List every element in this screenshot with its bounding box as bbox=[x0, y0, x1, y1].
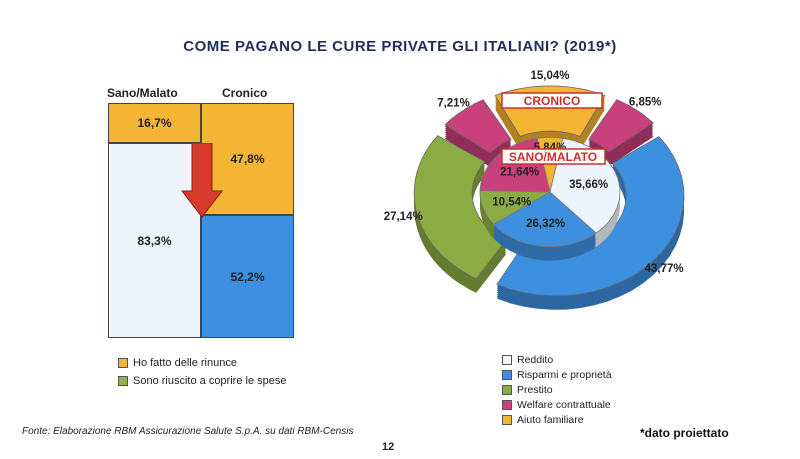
legend-swatch bbox=[502, 400, 512, 410]
legend-swatch bbox=[502, 385, 512, 395]
mosaic-value-label: 16,7% bbox=[137, 116, 172, 130]
legend-label: Welfare contrattuale bbox=[517, 399, 611, 411]
mosaic-col-label-sano: Sano/Malato bbox=[107, 86, 178, 100]
legend-item-coprire: Sono riuscito a coprire le spese bbox=[118, 375, 286, 387]
mosaic-cell-cronico-coprire: 52,2% bbox=[201, 215, 294, 338]
ring-label-cronico: CRONICO bbox=[501, 92, 603, 109]
outer-ring-slice bbox=[588, 99, 654, 153]
inner-slice-label: 35,66% bbox=[569, 179, 608, 191]
mosaic-cell-sano-coprire: 83,3% bbox=[108, 143, 201, 338]
legend-label: Prestito bbox=[517, 384, 553, 396]
outer-slice-label: 7,21% bbox=[437, 97, 470, 109]
down-arrow-icon bbox=[180, 143, 224, 218]
legend-swatch bbox=[118, 376, 128, 386]
projection-note: *dato proiettato bbox=[640, 426, 729, 440]
inner-ring-slice bbox=[479, 190, 552, 225]
legend-item-prestito: Prestito bbox=[502, 384, 612, 396]
legend-swatch bbox=[118, 358, 128, 368]
page-number: 12 bbox=[382, 441, 395, 453]
outer-ring-slice bbox=[413, 135, 507, 280]
outer-slice-label: 15,04% bbox=[530, 70, 569, 82]
legend-item-rinunce: Ho fatto delle rinunce bbox=[118, 357, 286, 369]
outer-slice-label: 6,85% bbox=[629, 97, 662, 109]
legend-swatch bbox=[502, 355, 512, 365]
ring-pie-chart: 5,84%35,66%26,32%10,54%21,64%15,04%6,85%… bbox=[384, 70, 685, 310]
ring-label-cronico-text: CRONICO bbox=[524, 94, 581, 108]
legend-item-reddito: Reddito bbox=[502, 354, 612, 366]
legend-left: Ho fatto delle rinunce Sono riuscito a c… bbox=[118, 357, 286, 393]
ring-label-sano-text: SANO/MALATO bbox=[509, 150, 597, 164]
outer-slice-label: 43,77% bbox=[645, 263, 684, 275]
legend-swatch bbox=[502, 415, 512, 425]
mosaic-value-label: 52,2% bbox=[230, 269, 265, 284]
mosaic-value-label: 47,8% bbox=[230, 152, 265, 166]
mosaic-cell-sano-rinunce: 16,7% bbox=[108, 103, 201, 143]
outer-slice-label: 27,14% bbox=[384, 211, 423, 223]
mosaic-value-label: 83,3% bbox=[137, 233, 172, 248]
source-note: Fonte: Elaborazione RBM Assicurazione Sa… bbox=[22, 426, 354, 437]
inner-slice-label: 21,64% bbox=[500, 167, 539, 179]
ring-label-sano: SANO/MALATO bbox=[501, 148, 606, 165]
outer-ring-slice bbox=[444, 99, 512, 154]
page-title: COME PAGANO LE CURE PRIVATE GLI ITALIANI… bbox=[183, 38, 617, 55]
legend-item-risparmi: Risparmi e proprietà bbox=[502, 369, 612, 381]
legend-swatch bbox=[502, 370, 512, 380]
inner-ring-slice bbox=[492, 191, 597, 247]
legend-right: Reddito Risparmi e proprietà Prestito We… bbox=[502, 354, 612, 429]
legend-label: Ho fatto delle rinunce bbox=[133, 357, 237, 369]
mosaic-col-label-cronico: Cronico bbox=[222, 86, 268, 100]
legend-label: Risparmi e proprietà bbox=[517, 369, 612, 381]
legend-item-aiuto: Aiuto familiare bbox=[502, 414, 612, 426]
legend-item-welfare: Welfare contrattuale bbox=[502, 399, 612, 411]
legend-label: Aiuto familiare bbox=[517, 414, 584, 426]
legend-label: Sono riuscito a coprire le spese bbox=[133, 375, 287, 387]
inner-slice-label: 26,32% bbox=[526, 218, 565, 230]
legend-label: Reddito bbox=[517, 354, 554, 366]
inner-slice-label: 10,54% bbox=[492, 196, 531, 208]
